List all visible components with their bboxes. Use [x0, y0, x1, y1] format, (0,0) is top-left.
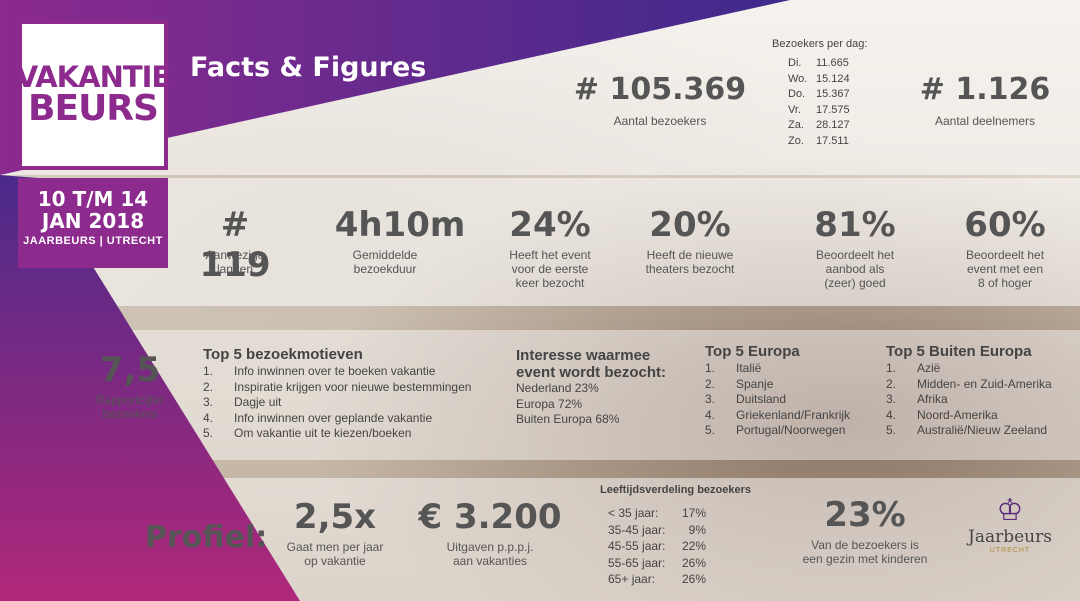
profile-label: Profiel:	[145, 520, 268, 555]
vakantiebeurs-logo: VAKANTIE BEURS	[15, 20, 171, 170]
profile-freq-label: Gaat men per jaar op vakantie	[286, 540, 384, 568]
jaarbeurs-logo: ♔ Jaarbeurs UTRECHT	[960, 495, 1060, 595]
interest-item: Buiten Europa 68%	[516, 412, 620, 426]
stat-score-value: 60%	[964, 205, 1046, 245]
exhibitors-value: # 1.126	[919, 72, 1051, 107]
age-row: 65+ jaar: 26%	[608, 572, 706, 586]
list-item: 5. Portugal/Noorwegen	[705, 423, 846, 437]
profile-spend-value: € 3.200	[418, 497, 562, 537]
list-item: 2. Midden- en Zuid-Amerika	[886, 376, 1052, 391]
stat-theaters-value: 20%	[649, 205, 731, 245]
stat-firsttime-value: 24%	[509, 205, 591, 245]
motives-list: 1. Info inwinnen over te boeken vakantie …	[203, 364, 471, 442]
age-row: 55-65 jaar: 26%	[608, 555, 706, 570]
list-item: 2. Inspiratie krijgen voor nieuwe bestemm…	[203, 379, 472, 394]
interest-item: Europa 72%	[516, 396, 583, 411]
per-day-title: Bezoekers per dag:	[772, 38, 868, 50]
event-venue: JAARBEURS | UTRECHT	[23, 235, 163, 247]
visitors-label: Aantal bezoekers	[613, 114, 707, 128]
profile-freq-value: 2,5x	[293, 497, 377, 537]
europe-list: 1. Italië 2. Spanje 3. Duitsland 4. Griekenl…	[705, 361, 850, 439]
age-list: < 35 jaar: 17% 35-45 jaar: 9% 45-55 jaar: 2…	[608, 505, 706, 588]
age-row: < 35 jaar: 17%	[608, 506, 706, 520]
exhibitors-label: Aantal deelnemers	[934, 114, 1036, 128]
per-day-row: Za. 28.127	[788, 119, 850, 131]
per-day-list: Di. 11.665 Wo. 15.124 Do. 15.367 Vr. 17.575 …	[788, 56, 850, 149]
stat-score-label: Beoordeelt het event met een 8 of hoger	[965, 248, 1045, 290]
per-day-row: Do. 15.367	[788, 88, 850, 100]
list-item: 4. Griekenland/Frankrijk	[705, 407, 851, 422]
visitors-value: # 105.369	[573, 72, 747, 107]
jaarbeurs-tagline: UTRECHT	[989, 547, 1031, 554]
outside-europe-list: 1. Azië 2. Midden- en Zuid-Amerika 3. Afrik…	[886, 361, 1052, 439]
list-item: 2. Spanje	[705, 376, 774, 391]
list-item: 3. Afrika	[886, 392, 948, 406]
list-item: 1. Italië	[705, 361, 762, 375]
logo-line2: BEURS	[28, 87, 159, 129]
list-item: 1. Info inwinnen over te boeken vakantie	[203, 364, 436, 378]
per-day-row: Di. 11.665	[788, 57, 849, 69]
stat-offer-label: Beoordeelt het aanbod als (zeer) goed	[815, 248, 895, 290]
jaarbeurs-name: Jaarbeurs	[968, 527, 1052, 547]
profile-family-value: 23%	[824, 495, 906, 535]
event-dates-line2: JAN 2018	[41, 209, 145, 233]
outside-europe-title: Top 5 Buiten Europa	[886, 343, 1032, 360]
page-title: Facts & Figures	[190, 52, 427, 83]
profile-spend-label: Uitgaven p.p.p.j. aan vakanties	[446, 540, 534, 568]
list-item: 4. Noord-Amerika	[886, 407, 998, 422]
motives-title: Top 5 bezoekmotieven	[203, 346, 363, 363]
stat-countries-value: # 119	[199, 205, 271, 285]
age-row: 35-45 jaar: 9%	[608, 522, 706, 537]
stat-offer-value: 81%	[814, 205, 896, 245]
logo-line1: VAKANTIE	[15, 60, 171, 95]
list-item: 5. Australië/Nieuw Zeeland	[886, 423, 1048, 437]
europe-title: Top 5 Europa	[705, 343, 800, 360]
stat-duration-value: 4h10m	[334, 205, 466, 245]
stat-firsttime-label: Heeft het event voor de eerste keer bezo…	[509, 248, 591, 290]
list-item: 3. Dagje uit	[203, 395, 282, 409]
stat-countries-label: Aanwezige landen	[205, 248, 265, 276]
jaarbeurs-emblem-icon: ♔	[996, 494, 1024, 527]
interest-item: Nederland 23%	[516, 381, 599, 395]
profile-family-label: Van de bezoekers is een gezin met kinder…	[802, 538, 928, 566]
per-day-row: Wo. 15.124	[788, 72, 850, 85]
per-day-row: Vr. 17.575	[788, 103, 850, 116]
list-item: 3. Duitsland	[705, 392, 787, 406]
interest-title: Interesse waarmee event wordt bezocht:	[516, 347, 667, 381]
stat-theaters-label: Heeft de nieuwe theaters bezocht	[645, 248, 735, 276]
list-item: 4. Info inwinnen over geplande vakantie	[203, 410, 433, 425]
per-day-row: Zo. 17.511	[788, 134, 849, 147]
age-title: Leeftijdsverdeling bezoekers	[600, 484, 751, 496]
event-date-box: 10 T/M 14 JAN 2018 JAARBEURS | UTRECHT	[18, 178, 168, 268]
event-dates-line1: 10 T/M 14	[37, 187, 149, 211]
list-item: 5. Om vakantie uit te kiezen/boeken	[203, 426, 412, 440]
rating-value: 7,5	[99, 350, 161, 390]
rating-label: Rapportcijfer bezoekers	[95, 393, 165, 421]
list-item: 1. Azië	[886, 361, 941, 375]
interest-block: Interesse waarmee event wordt bezocht: N…	[516, 347, 686, 428]
stat-duration-label: Gemiddelde bezoekduur	[352, 248, 418, 276]
age-row: 45-55 jaar: 22%	[608, 539, 706, 553]
